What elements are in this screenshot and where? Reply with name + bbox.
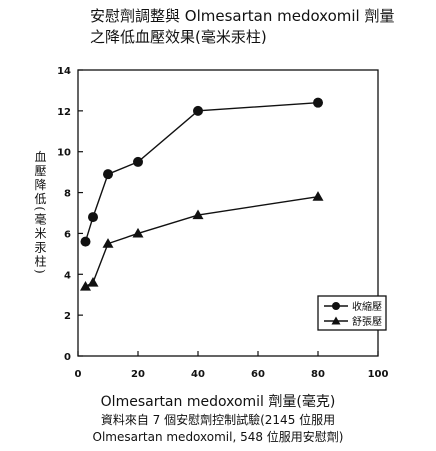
y-tick-label: 0 xyxy=(64,352,71,363)
source-note-line-1: 資料來自 7 個安慰劑控制試驗(2145 位服用 xyxy=(100,413,336,427)
y-tick-label: 2 xyxy=(64,311,71,322)
series-1-point xyxy=(103,169,113,180)
y-tick-label: 6 xyxy=(64,229,71,240)
source-note-line-2: Olmesartan medoxomil, 548 位服用安慰劑) xyxy=(92,430,344,444)
legend-box xyxy=(317,295,387,331)
y-axis-label: 血壓降低(毫米汞柱) xyxy=(33,150,47,276)
x-axis-label: Olmesartan medoxomil 劑量(毫克) xyxy=(100,394,336,410)
series-line-2 xyxy=(85,195,319,288)
chart-title-line-1: 安慰劑調整與 Olmesartan medoxomil 劑量 xyxy=(90,7,395,25)
chart-title-line-2: 之降低血壓效果(毫米汞柱) xyxy=(90,28,267,46)
x-tick-label: 0 xyxy=(75,369,82,380)
y-tick-label: 4 xyxy=(64,270,71,281)
series-2-point xyxy=(87,276,99,287)
legend-marker-circle xyxy=(332,302,340,310)
series-2-point xyxy=(192,209,204,220)
x-tick-label: 20 xyxy=(131,369,145,380)
x-tick-label: 100 xyxy=(368,369,389,380)
series-2-point xyxy=(80,281,91,291)
series-2-point xyxy=(132,227,144,238)
x-tick-label: 80 xyxy=(311,369,325,380)
series-1-point xyxy=(193,105,203,116)
y-tick-label: 8 xyxy=(64,189,71,200)
legend-marker-triangle xyxy=(331,316,341,325)
legend-label-2: 舒張壓 xyxy=(352,315,382,328)
chart-caption: Olmesartan medoxomil 劑量(毫克) 資料來自 7 個安慰劑控… xyxy=(0,393,436,446)
x-tick-label: 40 xyxy=(191,369,205,380)
series-1-point xyxy=(313,97,323,108)
series-1-point xyxy=(80,236,91,247)
series-2-point xyxy=(312,191,324,201)
plot-frame xyxy=(77,69,379,357)
series-1-point xyxy=(133,156,143,167)
chart-title: 安慰劑調整與 Olmesartan medoxomil 劑量 之降低血壓效果(毫… xyxy=(90,6,420,48)
y-tick-label: 10 xyxy=(57,148,71,159)
y-tick-label: 12 xyxy=(57,107,71,118)
legend-label-1: 收縮壓 xyxy=(352,300,382,313)
series-line-1 xyxy=(84,101,319,242)
y-tick-label: 14 xyxy=(57,66,71,77)
x-tick-label: 60 xyxy=(251,369,265,380)
series-2-point xyxy=(102,238,114,248)
series-1-point xyxy=(88,212,98,223)
